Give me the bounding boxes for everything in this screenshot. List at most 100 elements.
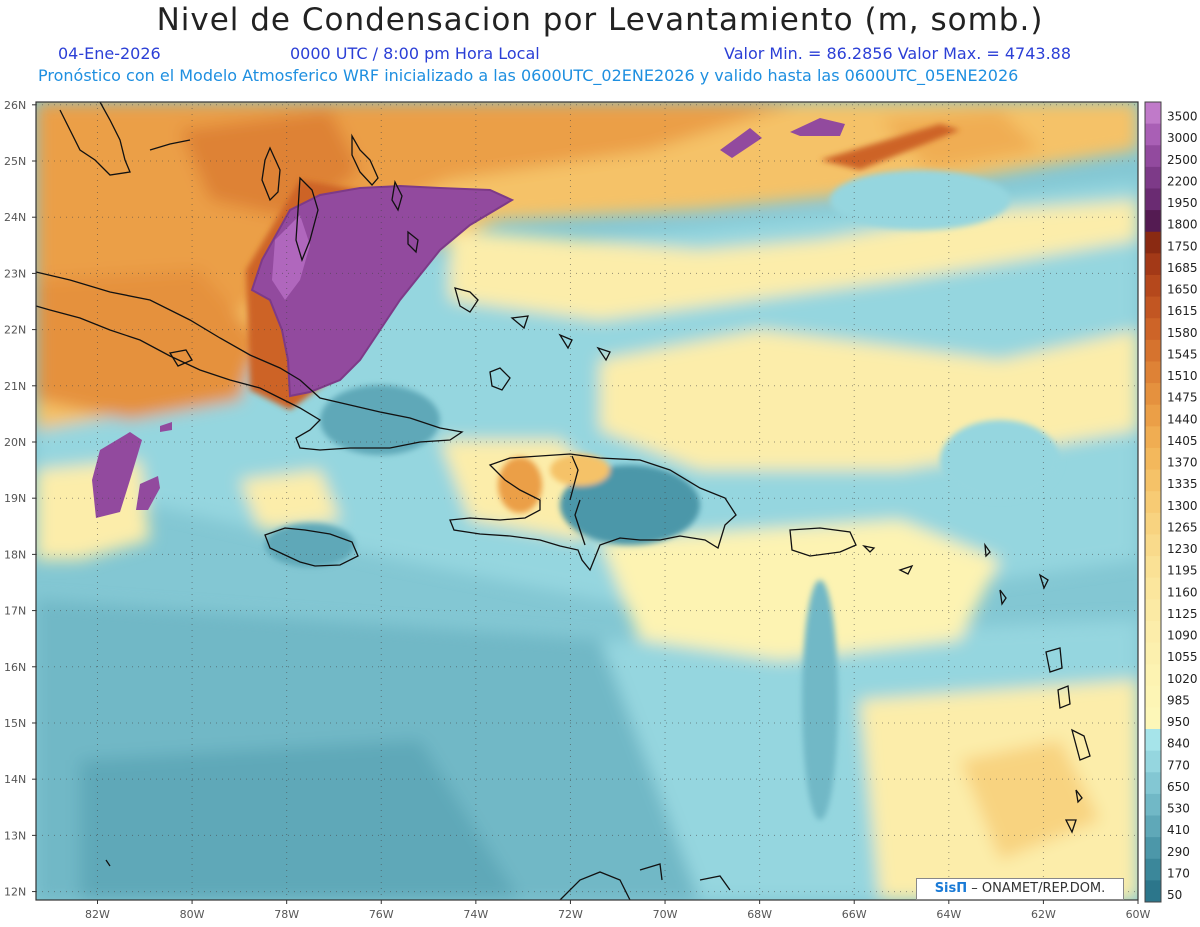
colorbar-swatch <box>1145 491 1161 514</box>
colorbar-label: 1580 <box>1167 326 1198 340</box>
colorbar-label: 410 <box>1167 823 1190 837</box>
colorbar-swatch <box>1145 469 1161 492</box>
colorbar-swatch <box>1145 620 1161 644</box>
lat-label: 16N <box>4 661 26 674</box>
lon-label: 76W <box>369 908 394 921</box>
colorbar-label: 1650 <box>1167 283 1198 297</box>
lat-label: 21N <box>4 380 26 393</box>
colorbar-swatch <box>1145 404 1161 427</box>
colorbar-swatch <box>1145 534 1161 557</box>
colorbar-label: 3500 <box>1167 110 1198 124</box>
colorbar-swatch <box>1145 729 1161 752</box>
colorbar-swatch <box>1145 383 1161 406</box>
lat-label: 15N <box>4 717 26 730</box>
colorbar-swatch <box>1145 361 1161 384</box>
lat-label: 26N <box>4 99 26 112</box>
colorbar-swatch <box>1145 772 1161 795</box>
colorbar-swatch <box>1145 447 1161 471</box>
colorbar-swatch <box>1145 707 1161 730</box>
colorbar-swatch <box>1145 426 1161 449</box>
colorbar-swatch <box>1145 880 1161 903</box>
forecast-date: 04-Ene-2026 <box>58 44 161 63</box>
lat-label: 18N <box>4 548 26 561</box>
lat-label: 12N <box>4 886 26 899</box>
colorbar-label: 1370 <box>1167 456 1198 470</box>
colorbar-label: 3000 <box>1167 131 1198 145</box>
colorbar-swatch <box>1145 793 1161 817</box>
lon-label: 78W <box>274 908 299 921</box>
lat-label: 25N <box>4 155 26 168</box>
model-info: Pronóstico con el Modelo Atmosferico WRF… <box>38 66 1019 85</box>
colorbar-swatch <box>1145 188 1161 211</box>
coastlines <box>35 101 1091 901</box>
lon-label: 70W <box>653 908 678 921</box>
colorbar-label: 1685 <box>1167 261 1198 275</box>
colorbar-label: 950 <box>1167 715 1190 729</box>
colorbar-swatch <box>1145 750 1161 773</box>
colorbar-label: 2200 <box>1167 174 1198 188</box>
field-shading <box>36 102 1138 900</box>
colorbar-swatch <box>1145 253 1161 276</box>
colorbar-swatch <box>1145 145 1161 168</box>
colorbar-label: 1125 <box>1167 607 1198 621</box>
colorbar-label: 1055 <box>1167 650 1198 664</box>
colorbar-swatch <box>1145 274 1161 298</box>
colorbar-label: 1750 <box>1167 239 1198 253</box>
colorbar-swatch <box>1145 318 1161 341</box>
lon-label: 60W <box>1126 908 1151 921</box>
colorbar-swatch <box>1145 210 1161 233</box>
colorbar-swatch <box>1145 642 1161 665</box>
colorbar-swatch <box>1145 858 1161 881</box>
lat-label: 23N <box>4 267 26 280</box>
min-max-values: Valor Min. = 86.2856 Valor Max. = 4743.8… <box>724 44 1072 63</box>
colorbar-swatch <box>1145 166 1161 189</box>
colorbar-label: 1335 <box>1167 477 1198 491</box>
forecast-time: 0000 UTC / 8:00 pm Hora Local <box>290 44 540 63</box>
colorbar-frame <box>1144 101 1162 903</box>
lat-label: 20N <box>4 436 26 449</box>
colorbar-swatch <box>1145 512 1161 535</box>
colorbar-swatch <box>1145 577 1161 600</box>
colorbar-label: 1265 <box>1167 520 1198 534</box>
colorbar-label: 1440 <box>1167 412 1198 426</box>
colorbar: 3500 3000 2500 2200 1950 1800 1750 1685 1650 1615… <box>1144 101 1198 903</box>
colorbar-label: 1405 <box>1167 434 1198 448</box>
colorbar-swatch <box>1145 102 1161 125</box>
lon-label: 74W <box>463 908 488 921</box>
lat-label: 13N <box>4 829 26 842</box>
lat-label: 22N <box>4 324 26 337</box>
credit-text: – ONAMET/REP.DOM. <box>971 881 1106 896</box>
colorbar-label: 1160 <box>1167 585 1198 599</box>
lat-label: 14N <box>4 773 26 786</box>
colorbar-label: 1020 <box>1167 672 1198 686</box>
lon-label: 68W <box>747 908 772 921</box>
colorbar-label: 1615 <box>1167 304 1198 318</box>
longitude-labels: 82W 80W 78W 76W 74W 72W 70W 68W 66W 64W 62W 60W <box>85 900 1151 921</box>
colorbar-label: 1090 <box>1167 629 1198 643</box>
lat-label: 17N <box>4 605 26 618</box>
colorbar-label: 1800 <box>1167 218 1198 232</box>
colorbar-swatch <box>1145 339 1161 362</box>
map-title: Nivel de Condensacion por Levantamiento … <box>156 2 1044 38</box>
sispi-logo: SisΠ <box>934 881 968 896</box>
colorbar-label: 290 <box>1167 845 1190 859</box>
colorbar-label: 1510 <box>1167 369 1198 383</box>
colorbar-label: 650 <box>1167 780 1190 794</box>
colorbar-label: 840 <box>1167 737 1190 751</box>
colorbar-swatch <box>1145 837 1161 860</box>
colorbar-label: 50 <box>1167 888 1182 902</box>
lon-label: 62W <box>1031 908 1056 921</box>
colorbar-swatch <box>1145 296 1161 319</box>
lon-label: 66W <box>842 908 867 921</box>
colorbar-label: 1545 <box>1167 347 1198 361</box>
colorbar-label: 1230 <box>1167 542 1198 556</box>
colorbar-swatch <box>1145 599 1161 622</box>
lon-label: 72W <box>558 908 583 921</box>
credit-box: SisΠ – ONAMET/REP.DOM. <box>916 878 1124 900</box>
map-grid <box>36 102 1139 900</box>
colorbar-swatch <box>1145 815 1161 838</box>
colorbar-label: 985 <box>1167 693 1190 707</box>
colorbar-swatch <box>1145 664 1161 687</box>
colorbar-label: 530 <box>1167 802 1190 816</box>
